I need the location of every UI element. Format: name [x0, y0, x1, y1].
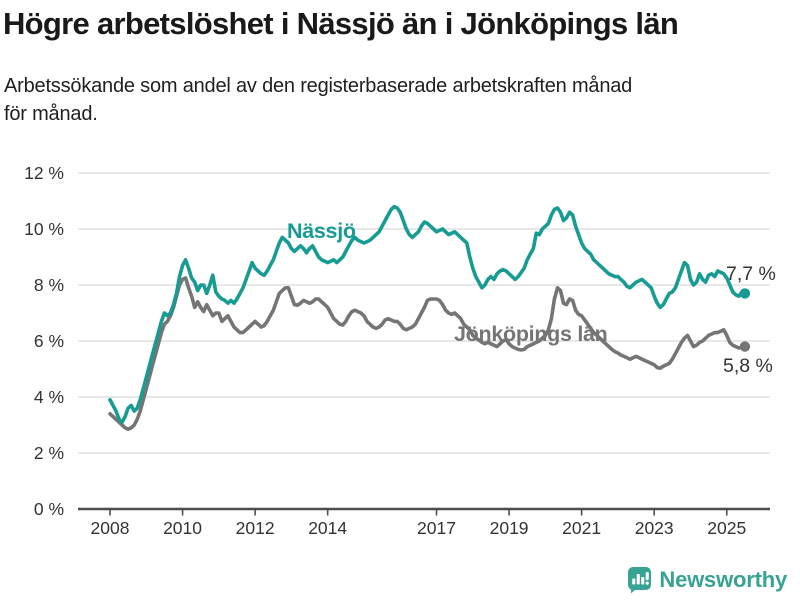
series-end-value-n-ssj: 7,7 %	[726, 263, 776, 285]
y-tick-label: 6 %	[34, 331, 64, 351]
y-tick-label: 8 %	[34, 275, 64, 295]
y-tick-label: 12 %	[24, 163, 64, 183]
y-tick-label: 0 %	[34, 499, 64, 519]
series-line-j-nk-pings-l-n	[108, 276, 747, 432]
y-tick-label: 4 %	[34, 387, 64, 407]
newsworthy-icon	[628, 567, 652, 594]
x-tick-label: 2010	[163, 518, 202, 538]
series-label-j-nk-pings-l-n: Jönköpings län	[454, 322, 607, 346]
x-tick-label: 2014	[308, 518, 347, 538]
x-tick-label: 2021	[562, 518, 601, 538]
newsworthy-wordmark: Newsworthy	[659, 567, 787, 592]
series-label-n-ssj: Nässjö	[287, 219, 356, 243]
x-tick-label: 2017	[417, 518, 456, 538]
x-tick-label: 2019	[490, 518, 529, 538]
series-end-dot-n-ssj	[739, 288, 751, 299]
series-end-value-j-nk-pings-l-n: 5,8 %	[723, 355, 773, 377]
x-tick-label: 2008	[91, 518, 130, 538]
x-tick-label: 2012	[236, 518, 275, 538]
newsworthy-logo: Newsworthy	[627, 566, 787, 594]
series-end-dot-j-nk-pings-l-n	[739, 341, 751, 352]
y-tick-label: 10 %	[24, 219, 64, 239]
x-tick-label: 2025	[707, 518, 746, 538]
x-tick-label: 2023	[635, 518, 674, 538]
chart-title: Högre arbetslöshet i Nässjö än i Jönköpi…	[3, 6, 679, 41]
chart-subtitle: Arbetssökande som andel av den registerb…	[4, 75, 633, 125]
y-tick-label: 2 %	[34, 443, 64, 463]
series-line-n-ssj	[108, 204, 747, 425]
